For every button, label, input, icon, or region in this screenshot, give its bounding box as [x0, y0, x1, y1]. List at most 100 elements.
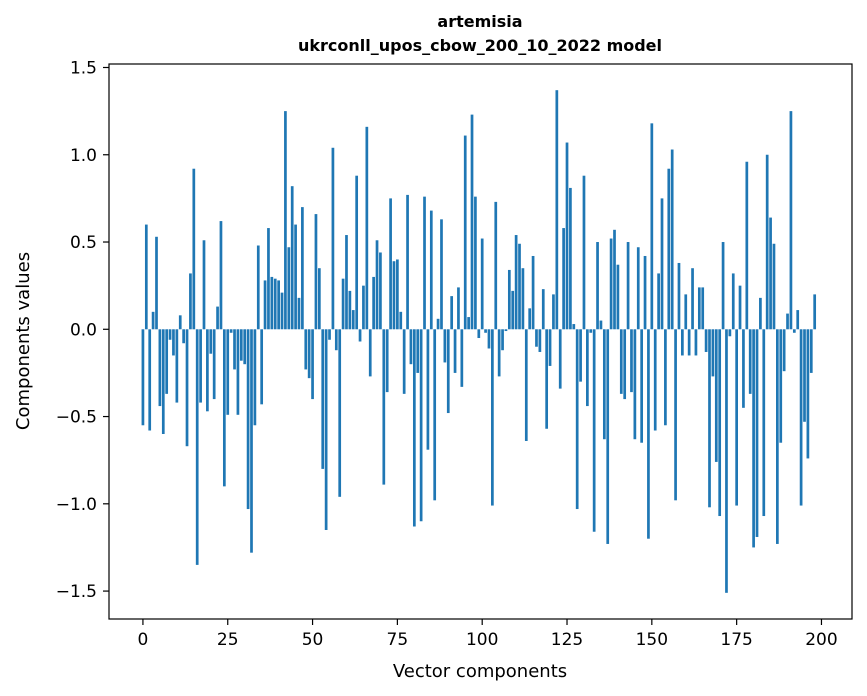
bar: [331, 147, 335, 330]
bar: [497, 329, 501, 377]
bar: [647, 329, 650, 539]
bar: [185, 329, 189, 447]
bar: [277, 280, 280, 330]
bar: [752, 329, 755, 548]
bar: [701, 287, 705, 330]
bar: [684, 294, 688, 330]
bar: [426, 329, 430, 450]
bar: [670, 149, 674, 330]
bar: [514, 235, 518, 330]
y-tick-label: −1.5: [56, 582, 97, 602]
bar: [189, 273, 192, 330]
chart-subtitle: ukrconll_upos_cbow_200_10_2022 model: [298, 36, 662, 55]
bar: [412, 329, 416, 527]
bar: [321, 329, 325, 469]
bar: [239, 329, 243, 361]
bar: [572, 324, 576, 330]
x-tick-label: 200: [805, 630, 837, 650]
bar: [402, 329, 406, 394]
bar: [443, 329, 447, 363]
bar: [738, 285, 742, 330]
bar: [606, 329, 610, 544]
bar: [640, 329, 644, 443]
y-tick-label: −1.0: [56, 495, 97, 515]
bar: [633, 329, 637, 440]
bar: [267, 228, 270, 330]
bar: [531, 255, 535, 330]
bar: [209, 329, 213, 354]
bar: [487, 329, 491, 349]
bar: [155, 236, 158, 330]
bar: [691, 268, 694, 330]
bar: [792, 329, 796, 333]
bar: [284, 111, 287, 330]
bar: [803, 329, 806, 422]
bar: [623, 329, 627, 400]
bar: [565, 142, 569, 330]
bar: [653, 329, 657, 431]
bar: [711, 329, 715, 377]
bar: [304, 329, 308, 370]
bar: [579, 329, 582, 382]
bar: [372, 276, 375, 330]
bar: [782, 329, 786, 372]
bar: [273, 278, 277, 330]
bar: [253, 329, 257, 426]
bar: [161, 329, 165, 434]
bar: [562, 228, 565, 330]
bar: [297, 297, 301, 330]
bar: [229, 329, 233, 333]
bar: [592, 329, 596, 532]
bars: [141, 90, 817, 593]
bar: [440, 219, 443, 330]
bar: [260, 329, 264, 405]
x-tick-label: 50: [302, 630, 324, 650]
bar: [480, 238, 484, 330]
bar: [246, 329, 250, 510]
bar: [463, 135, 467, 330]
bar: [168, 329, 172, 340]
bar: [195, 329, 199, 565]
bar: [745, 161, 749, 330]
bar: [569, 187, 572, 330]
bar: [589, 329, 593, 333]
bar: [630, 329, 633, 393]
bar: [460, 329, 464, 387]
bar: [697, 287, 701, 330]
bar: [575, 329, 579, 510]
bar: [528, 308, 532, 330]
bar: [396, 259, 399, 330]
bar: [328, 329, 331, 340]
bar: [358, 329, 362, 342]
bar: [721, 242, 725, 330]
bar: [212, 329, 216, 400]
bar: [263, 280, 267, 330]
bar: [199, 329, 202, 403]
bar: [453, 329, 457, 373]
bar: [419, 329, 423, 522]
bar: [704, 329, 708, 352]
bar: [450, 296, 454, 330]
bar: [772, 243, 776, 330]
bar: [524, 329, 528, 441]
x-tick-label: 0: [138, 630, 149, 650]
bar: [182, 329, 185, 344]
bar: [307, 329, 311, 379]
bar: [236, 329, 240, 415]
bar: [558, 329, 562, 389]
x-tick-label: 75: [387, 630, 409, 650]
bar: [351, 310, 355, 330]
bar: [776, 329, 779, 544]
bar: [748, 329, 752, 394]
bar: [535, 329, 538, 347]
bar: [548, 329, 552, 366]
x-tick-label: 125: [551, 630, 583, 650]
bar: [643, 255, 647, 330]
y-tick-label: 1.5: [70, 58, 97, 78]
bar: [636, 247, 640, 330]
bar: [385, 329, 389, 393]
y-axis-label: Components values: [13, 252, 34, 430]
bar: [714, 329, 718, 462]
bar: [348, 290, 352, 330]
